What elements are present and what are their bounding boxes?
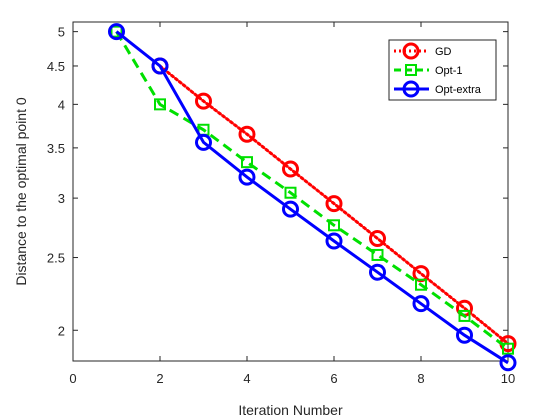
legend-item-opt-1: Opt-1 (394, 64, 463, 77)
data-point-gd (325, 195, 343, 213)
data-point-opt-extra (499, 354, 517, 372)
data-point-gd (412, 265, 430, 283)
series-layer (108, 23, 517, 372)
data-point-opt-extra (369, 263, 386, 281)
legend-swatch-marker (402, 80, 420, 98)
data-point-opt-1 (415, 278, 427, 291)
data-point-gd (195, 92, 212, 110)
y-tick-label: 3 (58, 191, 65, 206)
x-axis-label: Iteration Number (238, 402, 343, 418)
data-point-opt-extra (238, 168, 256, 186)
data-point-opt-extra (412, 295, 430, 313)
data-point-opt-1 (241, 156, 253, 169)
x-tick-label: 8 (417, 371, 424, 386)
data-point-opt-1 (502, 342, 514, 355)
data-point-gd (369, 230, 386, 248)
y-tick-label: 2 (58, 323, 65, 338)
series-line-opt-extra (115, 30, 509, 365)
x-tick-label: 2 (156, 371, 163, 386)
data-point-opt-extra (151, 57, 169, 75)
y-tick-label: 4.5 (47, 59, 65, 74)
series-opt-extra (108, 23, 517, 372)
data-point-opt-1 (458, 309, 471, 322)
data-point-opt-extra (282, 200, 299, 218)
y-tick-label: 3.5 (47, 141, 65, 156)
x-tick-label: 0 (69, 371, 76, 386)
legend: GD Opt-1 Opt-extra (388, 39, 497, 101)
y-tick-label: 5 (58, 25, 65, 40)
x-tick-label: 4 (243, 371, 250, 386)
x-tick-label: 6 (330, 371, 337, 386)
data-point-opt-1 (154, 98, 166, 111)
data-point-opt-1 (110, 25, 123, 38)
data-point-opt-1 (284, 186, 297, 199)
data-point-gd (238, 125, 256, 143)
series-line-gd (158, 64, 510, 346)
legend-item-opt-extra: Opt-extra (394, 80, 482, 98)
legend-swatch-marker (402, 42, 420, 60)
legend-label: Opt-1 (435, 65, 463, 77)
series-opt-1 (110, 25, 514, 355)
data-point-gd (282, 160, 299, 178)
legend-swatch-marker (405, 64, 417, 76)
legend-label: GD (435, 46, 452, 58)
y-axis-label: Distance to the optimal point 0 (13, 97, 29, 286)
x-tick-label: 10 (501, 371, 515, 386)
data-point-opt-extra (195, 133, 212, 151)
data-point-opt-1 (328, 219, 340, 232)
data-point-opt-extra (456, 326, 473, 344)
y-tick-label: 2.5 (47, 251, 65, 266)
data-point-opt-1 (371, 248, 384, 261)
y-tick-label: 4 (58, 97, 65, 112)
data-point-opt-extra (325, 232, 343, 250)
legend-item-gd: GD (394, 42, 452, 60)
data-point-opt-extra (108, 23, 125, 41)
legend-label: Opt-extra (435, 84, 482, 96)
